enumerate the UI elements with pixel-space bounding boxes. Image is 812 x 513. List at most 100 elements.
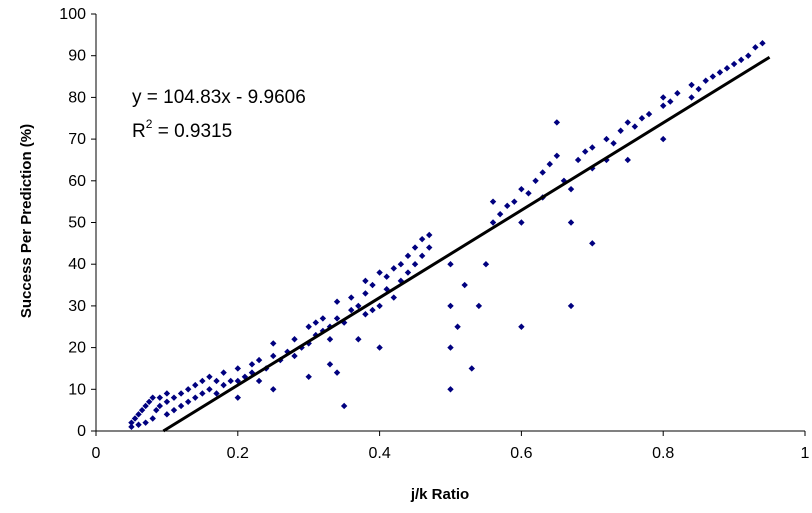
y-tick-label: 80	[68, 89, 86, 106]
data-point	[142, 402, 149, 410]
r-squared-exponent: 2	[146, 117, 153, 131]
data-point	[667, 98, 674, 105]
data-point	[213, 377, 220, 385]
data-point	[213, 390, 220, 397]
data-point	[156, 394, 164, 401]
data-point	[163, 411, 171, 418]
data-point	[709, 73, 717, 80]
data-point	[234, 365, 241, 372]
y-tick-label: 90	[68, 48, 86, 65]
data-point	[170, 406, 178, 414]
data-point	[496, 210, 504, 218]
data-point	[348, 306, 355, 314]
data-point	[163, 398, 171, 406]
data-point	[326, 336, 334, 343]
data-point	[674, 90, 681, 97]
data-point	[454, 323, 461, 330]
data-point	[737, 56, 745, 64]
data-point	[603, 135, 610, 143]
data-point	[199, 390, 206, 397]
data-point	[418, 235, 426, 243]
data-point	[518, 219, 525, 226]
data-point	[624, 156, 631, 164]
data-point	[617, 127, 624, 134]
data-point	[511, 198, 518, 205]
data-point	[135, 411, 142, 418]
data-point	[589, 240, 596, 247]
data-point	[582, 148, 589, 155]
data-point	[248, 361, 256, 368]
data-point	[688, 81, 695, 89]
data-point	[489, 219, 497, 226]
data-point	[333, 369, 341, 376]
data-point	[145, 398, 153, 406]
data-point	[539, 169, 546, 176]
y-tick-label: 50	[68, 215, 86, 232]
data-point	[553, 152, 561, 159]
y-tick-label: 70	[68, 131, 86, 148]
r-squared-label: R2 = 0.9315	[132, 117, 232, 142]
data-point	[376, 269, 383, 276]
data-point	[340, 402, 348, 410]
data-point	[560, 177, 568, 184]
data-point	[177, 402, 185, 410]
data-point	[355, 302, 362, 310]
data-point	[461, 281, 468, 289]
data-point	[404, 269, 412, 276]
data-point	[326, 361, 334, 368]
data-point	[660, 94, 667, 101]
y-axis-ticks: 0 10 20 30 40 50 60 70 80 90 100	[59, 6, 96, 440]
data-point	[610, 140, 617, 147]
y-tick-label: 0	[77, 423, 86, 440]
data-point	[631, 123, 639, 130]
data-point	[660, 102, 667, 109]
data-point	[355, 336, 362, 343]
data-point	[447, 261, 454, 268]
data-point	[376, 302, 383, 310]
data-point	[369, 306, 376, 314]
x-tick-label: 0	[92, 445, 101, 462]
data-point	[362, 290, 369, 297]
data-point	[369, 281, 376, 289]
data-point	[716, 69, 724, 76]
y-tick-label: 20	[68, 340, 86, 357]
trendline-equation: y = 104.83x - 9.9606	[132, 87, 306, 108]
data-point	[426, 231, 433, 239]
data-point	[149, 394, 156, 401]
x-tick-label: 0.4	[368, 445, 390, 462]
data-point	[131, 415, 139, 422]
y-tick-label: 40	[68, 256, 86, 273]
data-point	[525, 190, 532, 197]
data-point	[383, 273, 390, 280]
y-tick-label: 100	[59, 6, 86, 23]
data-point	[255, 377, 263, 385]
r-squared-value: = 0.9315	[152, 121, 232, 142]
data-point	[532, 177, 539, 184]
data-point	[567, 219, 575, 226]
data-point	[759, 39, 766, 47]
data-point	[404, 252, 412, 260]
data-point	[752, 44, 759, 51]
x-tick-label: 0.6	[510, 445, 532, 462]
data-point	[362, 277, 369, 285]
data-point	[348, 294, 355, 301]
x-axis-title: j/k Ratio	[410, 486, 469, 503]
data-point	[138, 406, 146, 414]
data-point	[730, 60, 738, 68]
data-point	[475, 302, 483, 310]
data-point	[702, 77, 709, 84]
data-point	[638, 115, 646, 122]
data-point	[128, 423, 135, 431]
trendline	[162, 55, 771, 433]
data-point	[184, 386, 192, 393]
data-points	[128, 39, 766, 431]
data-point	[645, 110, 653, 118]
data-point	[390, 265, 397, 272]
data-point	[333, 315, 341, 322]
data-point	[220, 381, 227, 389]
data-point	[745, 52, 752, 59]
data-point	[255, 356, 263, 364]
data-point	[291, 352, 298, 360]
